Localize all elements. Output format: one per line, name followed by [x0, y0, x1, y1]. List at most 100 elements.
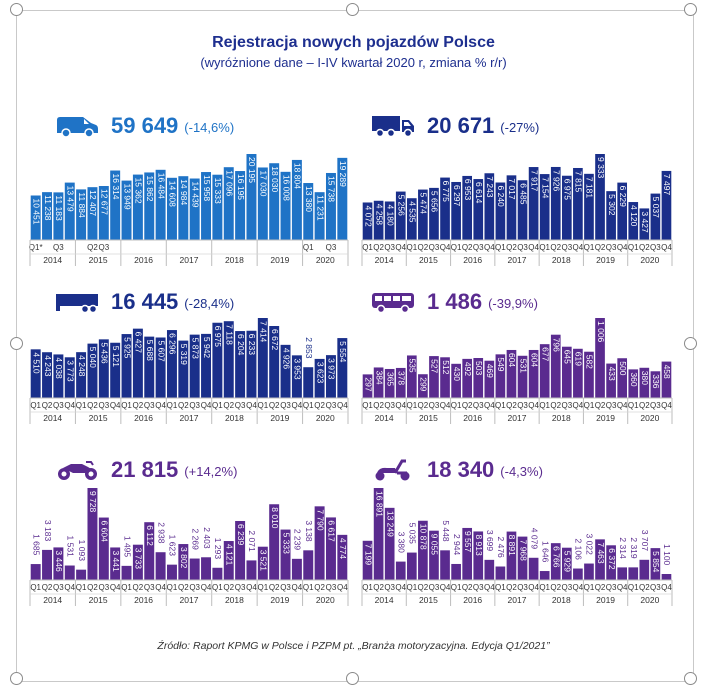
bar	[550, 334, 561, 398]
bar	[76, 189, 87, 240]
bar-value-label: 503	[474, 361, 484, 375]
quarter-tick-label: Q1	[539, 401, 550, 410]
quarter-tick-label: Q4	[573, 583, 584, 592]
year-tick-label: 2020	[640, 595, 659, 605]
bar	[212, 567, 223, 580]
year-tick-label: 2017	[180, 595, 199, 605]
resize-handle-middle-left[interactable]	[10, 337, 23, 350]
bar-value-label: 5 436	[100, 342, 110, 364]
quarter-tick-label: Q3	[561, 583, 572, 592]
bar-value-label: 2 314	[618, 537, 628, 559]
quarter-tick-label: Q2	[269, 583, 280, 592]
quarter-tick-label: Q1	[406, 243, 417, 252]
bar-value-label: 15 333	[213, 178, 223, 204]
quarter-tick-label: Q4	[155, 401, 166, 410]
year-tick-label: 2015	[419, 413, 438, 423]
quarter-tick-label: Q3	[517, 243, 528, 252]
bar	[64, 357, 75, 398]
bar-value-label: 549	[496, 357, 506, 371]
bar-value-label: 7 118	[225, 324, 235, 345]
bar	[144, 522, 155, 580]
quarter-tick-label: Q3	[517, 401, 528, 410]
bar	[440, 177, 450, 240]
bar	[373, 200, 384, 240]
bar	[132, 544, 143, 580]
quarter-tick-label: Q2	[178, 583, 189, 592]
bar	[178, 544, 189, 580]
bar-value-label: 7 154	[540, 177, 550, 199]
chart-title: Rejestracja nowych pojazdów Polsce	[212, 34, 495, 51]
bar-value-label: 6 614	[474, 182, 484, 204]
bar	[451, 363, 461, 398]
bar-value-label: 5 302	[607, 194, 617, 216]
panel-change-trucks: (-27%)	[500, 120, 540, 135]
quarter-tick-label: Q2	[87, 401, 98, 410]
bar	[384, 201, 395, 240]
quarter-tick-label: Q2	[595, 583, 606, 592]
quarter-tick-label: Q4	[292, 583, 303, 592]
bar-value-label: 512	[441, 360, 451, 374]
bar-value-label: 2 938	[156, 522, 166, 544]
bar-value-label: 9 557	[463, 531, 473, 553]
quarter-tick-label: Q3	[189, 583, 200, 592]
bar	[155, 337, 166, 398]
resize-handle-middle-right[interactable]	[684, 337, 697, 350]
bar-value-label: 11 183	[54, 195, 64, 221]
bar-value-label: 7 926	[552, 170, 562, 192]
resize-handle-bottom-left[interactable]	[10, 672, 23, 685]
resize-handle-bottom-right[interactable]	[684, 672, 697, 685]
resize-handle-top-center[interactable]	[346, 3, 359, 16]
quarter-tick-label: Q3	[473, 401, 484, 410]
bar-value-label: 1 623	[168, 535, 178, 557]
bar-value-label: 5 040	[88, 347, 98, 369]
bar	[223, 321, 234, 398]
bar-value-label: 14 608	[168, 181, 178, 207]
bar	[30, 195, 41, 240]
panel-change-vans: (-14,6%)	[184, 120, 235, 135]
quarter-tick-label: Q2	[178, 401, 189, 410]
bar-value-label: 2 853	[304, 337, 314, 359]
quarter-tick-label: Q1	[257, 401, 268, 410]
year-tick-label: 2016	[134, 413, 153, 423]
bar-value-label: 6 975	[563, 179, 573, 201]
quarter-tick-label: Q3	[326, 243, 337, 252]
quarter-tick-label: Q2	[506, 583, 517, 592]
panel-total-motorcycles: 21 815	[111, 457, 179, 482]
year-tick-label: 2018	[552, 595, 571, 605]
resize-handle-bottom-center[interactable]	[346, 672, 359, 685]
bar-value-label: 645	[563, 350, 573, 364]
quarter-tick-label: Q1	[212, 583, 223, 592]
year-tick-label: 2018	[225, 595, 244, 605]
quarter-tick-label: Q4	[201, 583, 212, 592]
bar	[650, 371, 661, 398]
quarter-tick-label: Q4	[528, 583, 539, 592]
panel-change-scooters: (-4,3%)	[500, 464, 543, 479]
quarter-tick-label: Q3	[235, 583, 246, 592]
bar-value-label: 2 403	[202, 527, 212, 549]
bar-value-label: 6 112	[145, 525, 155, 546]
resize-handle-top-right[interactable]	[684, 3, 697, 16]
bar	[429, 187, 439, 240]
quarter-tick-label: Q4	[573, 401, 584, 410]
year-tick-label: 2014	[375, 595, 394, 605]
quarter-tick-label: Q4	[573, 243, 584, 252]
bar-value-label: 500	[618, 361, 628, 375]
bar-value-label: 13 479	[66, 186, 76, 212]
quarter-tick-label: Q3	[280, 401, 291, 410]
year-tick-label: 2014	[43, 595, 62, 605]
bar	[539, 571, 550, 580]
resize-handle-top-left[interactable]	[10, 3, 23, 16]
bar	[155, 169, 166, 240]
panel-header-motorcycles: 21 815 (+14,2%)	[55, 452, 237, 482]
bar	[314, 506, 325, 580]
bar-value-label: 3 183	[43, 520, 53, 542]
bar	[178, 340, 189, 398]
quarter-tick-label: Q3	[384, 583, 395, 592]
year-tick-label: 2020	[316, 255, 335, 265]
bar	[144, 172, 155, 240]
bar-value-label: 7 815	[574, 171, 584, 193]
quarter-tick-label: Q2	[373, 583, 384, 592]
quarter-tick-label: Q4	[484, 583, 495, 592]
bar	[473, 531, 484, 580]
